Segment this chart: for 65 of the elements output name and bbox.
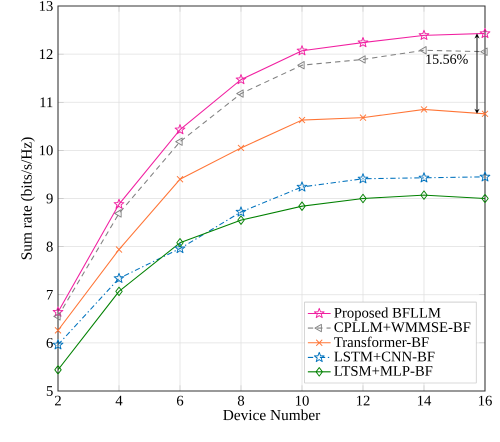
point xyxy=(174,242,186,254)
point xyxy=(54,365,62,375)
point xyxy=(297,61,305,70)
point xyxy=(358,55,366,64)
legend-label: LTSM+MLP-BF xyxy=(334,366,432,376)
point xyxy=(116,246,122,253)
point xyxy=(482,110,488,118)
y-axis-title: Sum rate (bits/s/Hz) xyxy=(20,137,35,260)
point xyxy=(236,74,246,84)
point xyxy=(52,306,64,317)
x-tick-label: 6 xyxy=(176,396,184,406)
point xyxy=(298,201,306,211)
point xyxy=(420,106,428,113)
point xyxy=(53,312,61,321)
point xyxy=(480,28,490,38)
y-tick-label: 7 xyxy=(46,290,53,300)
x-tick-label: 4 xyxy=(116,396,122,406)
point xyxy=(418,172,430,182)
point xyxy=(114,209,122,218)
point xyxy=(114,198,124,209)
x-tick-label: 14 xyxy=(418,396,432,406)
y-tick-label: 13 xyxy=(40,1,53,11)
point xyxy=(52,339,64,350)
point xyxy=(358,173,368,184)
x-tick-label: 8 xyxy=(238,396,244,406)
point xyxy=(358,36,368,48)
y-tick-label: 12 xyxy=(40,49,52,59)
point xyxy=(418,30,430,40)
point xyxy=(296,45,308,56)
annotation: 15.56% xyxy=(426,54,468,64)
point xyxy=(236,206,246,217)
point xyxy=(115,286,123,296)
legend-label: Proposed BFLLM xyxy=(334,307,441,321)
point xyxy=(237,215,245,225)
y-tick-label: 9 xyxy=(46,194,53,204)
point xyxy=(176,238,184,248)
point xyxy=(236,89,244,98)
point xyxy=(480,48,488,56)
point xyxy=(175,138,183,146)
legend-label: LSTM+CNN-BF xyxy=(334,352,434,362)
x-tick-label: 16 xyxy=(478,396,492,406)
x-tick-label: 12 xyxy=(356,396,370,406)
legend-label: Transformer-BF xyxy=(334,336,429,348)
point xyxy=(481,194,489,204)
y-tick-label: 8 xyxy=(46,242,53,252)
point xyxy=(419,46,427,54)
point xyxy=(54,326,62,334)
legend-label: CPLLM+WMMSE-BF xyxy=(334,322,470,332)
point xyxy=(360,114,366,122)
point xyxy=(420,190,428,200)
point xyxy=(359,194,367,204)
point xyxy=(174,124,186,134)
point xyxy=(296,181,308,192)
y-tick-label: 10 xyxy=(40,145,53,156)
x-tick-label: 2 xyxy=(54,396,61,406)
y-tick-label: 6 xyxy=(46,338,53,348)
point xyxy=(114,272,124,283)
point xyxy=(298,116,306,124)
x-axis-title: Device Number xyxy=(223,409,320,420)
point xyxy=(238,144,244,152)
y-tick-label: 11 xyxy=(40,97,52,108)
point xyxy=(480,171,490,182)
y-tick-label: 5 xyxy=(46,386,53,396)
point xyxy=(176,176,184,183)
x-tick-label: 10 xyxy=(296,396,309,406)
